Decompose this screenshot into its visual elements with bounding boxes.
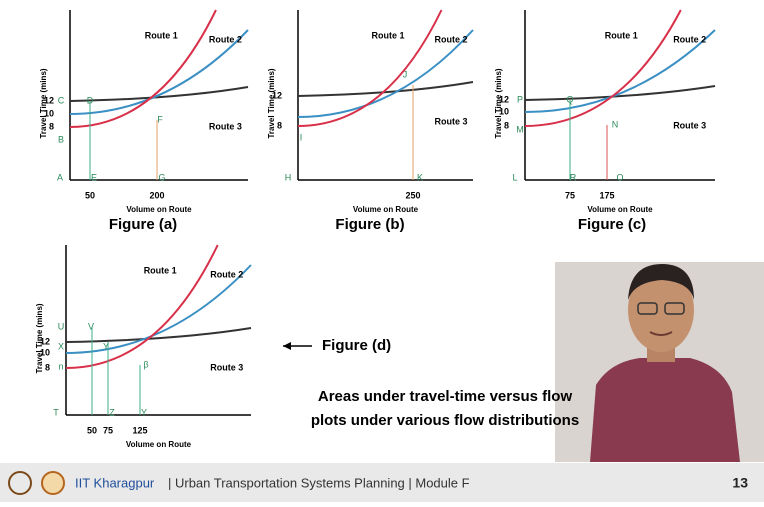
x-tick-label: 175 [599,190,614,200]
route-label: Route 1 [144,265,177,275]
point-label: F [157,114,163,124]
point-label: T [53,407,59,417]
figure-caption: Figure (c) [578,216,646,233]
y-axis-label: Travel Time (mins) [39,68,48,138]
point-label: N [612,119,619,129]
point-label: Y [103,341,109,351]
x-axis-label: Volume on Route [353,205,419,214]
x-tick-label: 200 [149,190,164,200]
figure-caption: Figure (b) [335,216,404,233]
point-label: J [403,69,408,79]
x-tick-label: 125 [132,425,147,435]
point-label: K [417,172,423,182]
point-label: L [512,172,517,182]
x-tick-label: 75 [103,425,113,435]
x-axis-label: Volume on Route [587,205,653,214]
point-label: E [91,172,97,182]
point-label: G [158,172,165,182]
route-label: Route 2 [210,269,243,279]
point-label: n [58,361,63,371]
y-axis-label: Travel Time (mins) [494,68,503,138]
point-label: β [143,359,148,369]
route-label: Route 2 [673,34,706,44]
route-label: Route 3 [435,116,468,126]
presenter-video [555,262,764,462]
footer-course: | Urban Transportation Systems Planning … [168,475,470,490]
slide: Route 1Route 2Route 31210850200CDBFAEGVo… [0,0,764,502]
y-axis-label: Travel Time (mins) [35,303,44,373]
point-label: Z [109,407,115,417]
point-label: D [87,95,94,105]
point-label: A [57,172,63,182]
figure-d-pointer: Figure (d) [322,337,391,354]
x-axis-label: Volume on Route [126,205,192,214]
x-axis-label: Volume on Route [126,440,192,449]
point-label: V [88,321,94,331]
route-label: Route 1 [605,30,638,40]
point-label: R [570,172,577,182]
y-tick-label: 8 [45,362,50,372]
x-tick-label: 250 [405,190,420,200]
logo-nptel [42,472,64,494]
caption-line: Areas under travel-time versus flow [318,388,573,405]
route-label: Route 2 [435,34,468,44]
route-label: Route 3 [209,121,242,131]
point-label: O [616,172,623,182]
point-label: P [517,94,523,104]
x-tick-label: 75 [565,190,575,200]
route-label: Route 1 [372,30,405,40]
point-label: X [58,341,64,351]
figure-caption: Figure (a) [109,216,177,233]
y-tick-label: 8 [49,121,54,131]
route-label: Route 1 [145,30,178,40]
y-tick-label: 8 [277,120,282,130]
point-label: C [58,95,65,105]
caption-line: plots under various flow distributions [311,412,579,429]
point-label: I [300,132,303,142]
page-number: 13 [732,475,748,491]
point-label: Q [566,94,573,104]
y-tick-label: 8 [504,120,509,130]
point-label: M [516,124,524,134]
shirt [590,358,740,462]
route-label: Route 3 [210,362,243,372]
route-label: Route 3 [673,120,706,130]
x-tick-label: 50 [87,425,97,435]
route-label: Route 2 [209,34,242,44]
y-axis-label: Travel Time (mins) [267,68,276,138]
footer-institution: IIT Kharagpur [75,475,155,490]
point-label: U [58,321,65,331]
point-label: B [58,134,64,144]
point-label: H [285,172,292,182]
x-tick-label: 50 [85,190,95,200]
point-label: Y [141,407,147,417]
